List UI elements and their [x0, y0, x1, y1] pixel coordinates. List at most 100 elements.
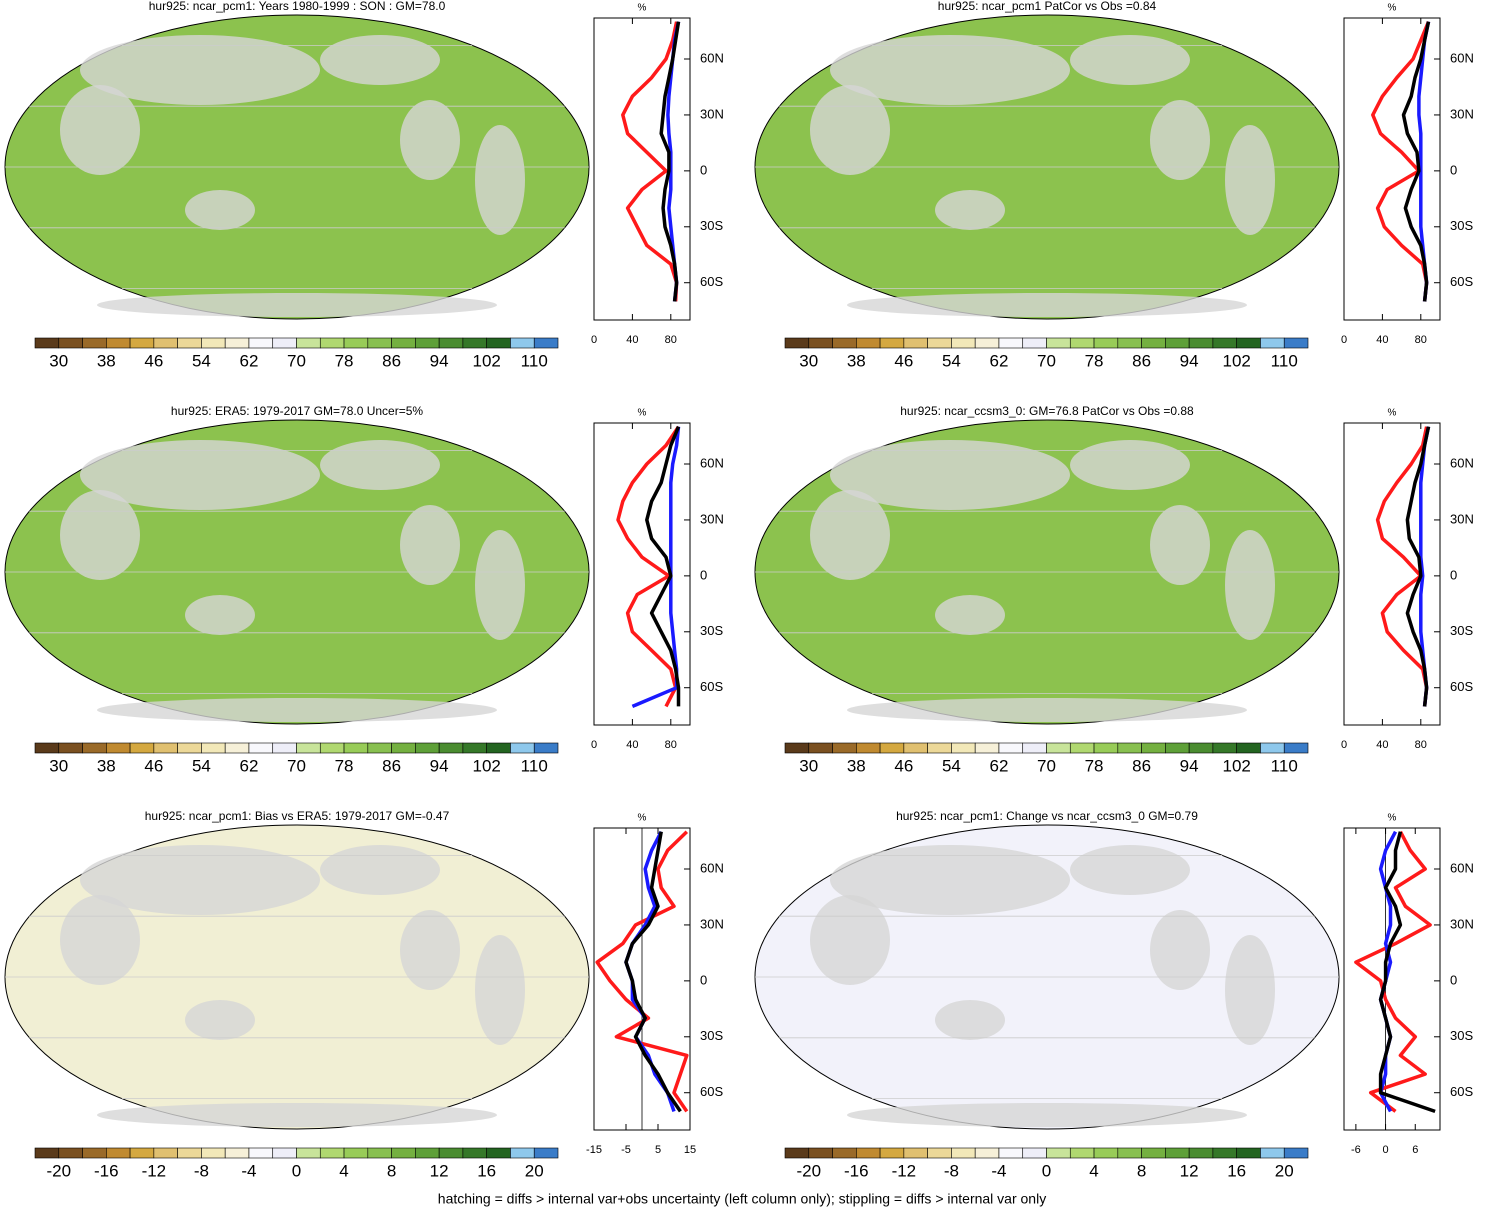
colorbar-box: [201, 1147, 226, 1159]
x-tick-label: -15: [586, 1144, 602, 1156]
colorbar-label: 110: [1271, 351, 1298, 370]
panel-title: hur925: ncar_pcm1: Bias vs ERA5: 1979-20…: [145, 809, 450, 823]
land-mask: [97, 1103, 497, 1127]
colorbar-box: [248, 337, 274, 349]
colorbar-label: 62: [989, 756, 1008, 775]
colorbar-box: [367, 337, 392, 349]
colorbar-label: 46: [894, 756, 913, 775]
profile-line: [1378, 830, 1398, 1113]
colorbar-box: [391, 337, 416, 349]
colorbar-box: [533, 337, 559, 349]
colorbar-label: 16: [1227, 1161, 1246, 1180]
colorbar-label: 16: [477, 1161, 496, 1180]
profile-unit: %: [638, 813, 647, 824]
x-tick-label: 80: [1415, 334, 1427, 346]
y-tick-label: 30S: [1450, 218, 1473, 233]
x-tick-label: -5: [621, 1144, 631, 1156]
colorbar-box: [129, 1147, 155, 1159]
y-tick-label: 30N: [700, 511, 724, 526]
colorbar-label: 70: [287, 351, 306, 370]
y-tick-label: 60S: [1450, 274, 1473, 289]
colorbar-box: [153, 1147, 178, 1159]
colorbar-box: [1283, 1147, 1309, 1159]
colorbar-box: [510, 337, 535, 349]
colorbar-box: [1093, 742, 1119, 754]
colorbar-label: 78: [1085, 756, 1104, 775]
colorbar-box: [82, 742, 107, 754]
colorbar-label: -12: [892, 1161, 917, 1180]
colorbar-label: 70: [287, 756, 306, 775]
y-tick-label: 60S: [1450, 1084, 1473, 1099]
colorbar-label: 110: [521, 351, 548, 370]
y-tick-label: 0: [1450, 567, 1457, 582]
colorbar-label: 110: [521, 756, 548, 775]
colorbar-box: [533, 1147, 559, 1159]
colorbar-box: [1117, 337, 1142, 349]
x-tick-label: 0: [591, 739, 597, 751]
y-tick-label: 60N: [1450, 50, 1474, 65]
colorbar-box: [391, 1147, 416, 1159]
colorbar-box: [510, 742, 535, 754]
colorbar-label: 94: [1180, 756, 1199, 775]
panel: hur925: ncar_pcm1: Years 1980-1999 : SON…: [4, 0, 724, 370]
profile-frame: [593, 17, 691, 321]
x-tick-label: 0: [1341, 334, 1347, 346]
profile-frame: [593, 422, 691, 726]
colorbar-box: [1022, 742, 1047, 754]
colorbar-box: [903, 337, 928, 349]
colorbar-label: 86: [1132, 756, 1151, 775]
colorbar-box: [462, 1147, 487, 1159]
colorbar-label: 20: [525, 1161, 544, 1180]
colorbar-box: [1093, 1147, 1119, 1159]
land-mask: [830, 440, 1070, 510]
colorbar-box: [319, 337, 345, 349]
land-mask: [475, 935, 525, 1045]
colorbar-label: 94: [430, 756, 449, 775]
land-mask: [475, 125, 525, 235]
y-tick-label: 30S: [700, 218, 723, 233]
y-tick-label: 60S: [700, 679, 723, 694]
land-mask: [320, 440, 440, 490]
colorbar-box: [1165, 742, 1190, 754]
colorbar-box: [1165, 1147, 1190, 1159]
land-mask: [80, 440, 320, 510]
land-mask: [1150, 910, 1210, 990]
profile-line: [631, 426, 681, 709]
colorbar-box: [1093, 337, 1119, 349]
land-mask: [810, 895, 890, 985]
colorbar-box: [903, 742, 928, 754]
profile-unit: %: [638, 408, 647, 419]
colorbar-box: [1141, 742, 1166, 754]
x-tick-label: 0: [1341, 739, 1347, 751]
colorbar-box: [1046, 337, 1071, 349]
colorbar-box: [784, 742, 810, 754]
x-tick-label: 0: [591, 334, 597, 346]
colorbar-box: [974, 337, 1000, 349]
colorbar-box: [296, 337, 321, 349]
land-mask: [185, 595, 255, 635]
colorbar-label: 78: [335, 756, 354, 775]
land-mask: [185, 190, 255, 230]
y-tick-label: 30N: [1450, 511, 1474, 526]
colorbar-label: 4: [339, 1161, 348, 1180]
profile-frame: [1343, 422, 1441, 726]
colorbar-box: [34, 1147, 60, 1159]
y-tick-label: 30N: [700, 916, 724, 931]
colorbar-box: [415, 337, 440, 349]
colorbar-label: 8: [387, 1161, 396, 1180]
profile-unit: %: [1388, 408, 1397, 419]
x-tick-label: 40: [1376, 739, 1388, 751]
y-tick-label: 60S: [1450, 679, 1473, 694]
colorbar-box: [1283, 337, 1309, 349]
colorbar-box: [510, 1147, 535, 1159]
colorbar-label: 94: [1180, 351, 1199, 370]
x-tick-label: 80: [665, 739, 677, 751]
colorbar-box: [1141, 1147, 1166, 1159]
colorbar-label: 54: [192, 756, 211, 775]
colorbar-box: [272, 1147, 297, 1159]
colorbar-box: [343, 337, 369, 349]
panel: hur925: ncar_ccsm3_0: GM=76.8 PatCor vs …: [754, 404, 1474, 775]
colorbar-label: 102: [1222, 351, 1250, 370]
land-mask: [1070, 845, 1190, 895]
